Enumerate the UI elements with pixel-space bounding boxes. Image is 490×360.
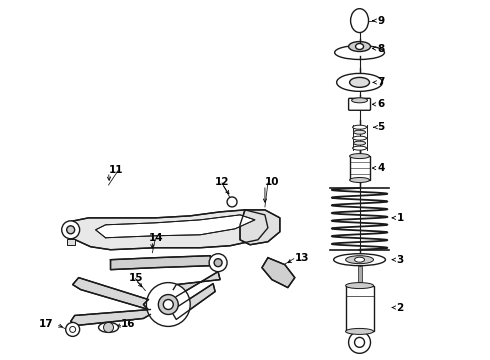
- Polygon shape: [96, 215, 255, 238]
- Polygon shape: [173, 284, 215, 319]
- Ellipse shape: [355, 257, 365, 262]
- Ellipse shape: [209, 254, 227, 272]
- FancyBboxPatch shape: [348, 98, 370, 110]
- Text: 8: 8: [377, 44, 385, 54]
- Polygon shape: [111, 256, 212, 270]
- Ellipse shape: [345, 256, 373, 264]
- Text: 5: 5: [377, 122, 385, 132]
- Text: 17: 17: [39, 319, 53, 329]
- Ellipse shape: [352, 98, 368, 103]
- Text: 16: 16: [121, 319, 135, 329]
- Ellipse shape: [356, 44, 364, 50]
- Circle shape: [355, 337, 365, 347]
- Ellipse shape: [98, 323, 119, 332]
- Ellipse shape: [334, 254, 386, 266]
- Text: 4: 4: [377, 163, 385, 173]
- Text: 13: 13: [295, 253, 309, 263]
- Ellipse shape: [62, 221, 80, 239]
- Text: 9: 9: [377, 15, 385, 26]
- Polygon shape: [240, 210, 280, 245]
- Ellipse shape: [67, 226, 74, 234]
- Ellipse shape: [345, 283, 373, 289]
- Polygon shape: [173, 272, 220, 297]
- Text: 11: 11: [108, 165, 123, 175]
- Text: 14: 14: [148, 233, 163, 243]
- Text: 1: 1: [396, 213, 404, 223]
- Ellipse shape: [349, 77, 369, 87]
- Ellipse shape: [349, 154, 369, 159]
- Text: 15: 15: [128, 273, 143, 283]
- Circle shape: [66, 323, 80, 336]
- Ellipse shape: [353, 146, 367, 150]
- Circle shape: [348, 332, 370, 353]
- Text: 6: 6: [377, 99, 385, 109]
- Circle shape: [70, 327, 75, 332]
- Polygon shape: [73, 278, 148, 310]
- Text: 12: 12: [215, 177, 230, 187]
- Circle shape: [227, 197, 237, 207]
- Ellipse shape: [335, 45, 385, 59]
- Ellipse shape: [214, 259, 222, 267]
- Ellipse shape: [345, 328, 373, 334]
- Ellipse shape: [353, 125, 367, 129]
- Polygon shape: [358, 266, 362, 282]
- Ellipse shape: [353, 136, 367, 140]
- Text: 7: 7: [377, 77, 385, 87]
- Circle shape: [103, 323, 114, 332]
- Ellipse shape: [348, 41, 370, 51]
- Text: 2: 2: [396, 302, 404, 312]
- Ellipse shape: [349, 177, 369, 183]
- Ellipse shape: [350, 9, 368, 32]
- Polygon shape: [262, 258, 295, 288]
- Polygon shape: [69, 210, 268, 250]
- Ellipse shape: [337, 73, 383, 91]
- Ellipse shape: [354, 130, 366, 134]
- Circle shape: [147, 283, 190, 327]
- Polygon shape: [71, 310, 150, 325]
- Ellipse shape: [354, 141, 366, 145]
- Text: 3: 3: [396, 255, 404, 265]
- Polygon shape: [345, 285, 373, 332]
- Text: 10: 10: [265, 177, 279, 187]
- Circle shape: [158, 294, 178, 315]
- Polygon shape: [67, 239, 74, 245]
- Polygon shape: [349, 156, 369, 180]
- Circle shape: [163, 300, 173, 310]
